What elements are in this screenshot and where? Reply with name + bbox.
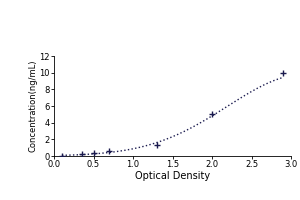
Y-axis label: Concentration(ng/mL): Concentration(ng/mL) xyxy=(29,60,38,152)
X-axis label: Optical Density: Optical Density xyxy=(135,171,210,181)
